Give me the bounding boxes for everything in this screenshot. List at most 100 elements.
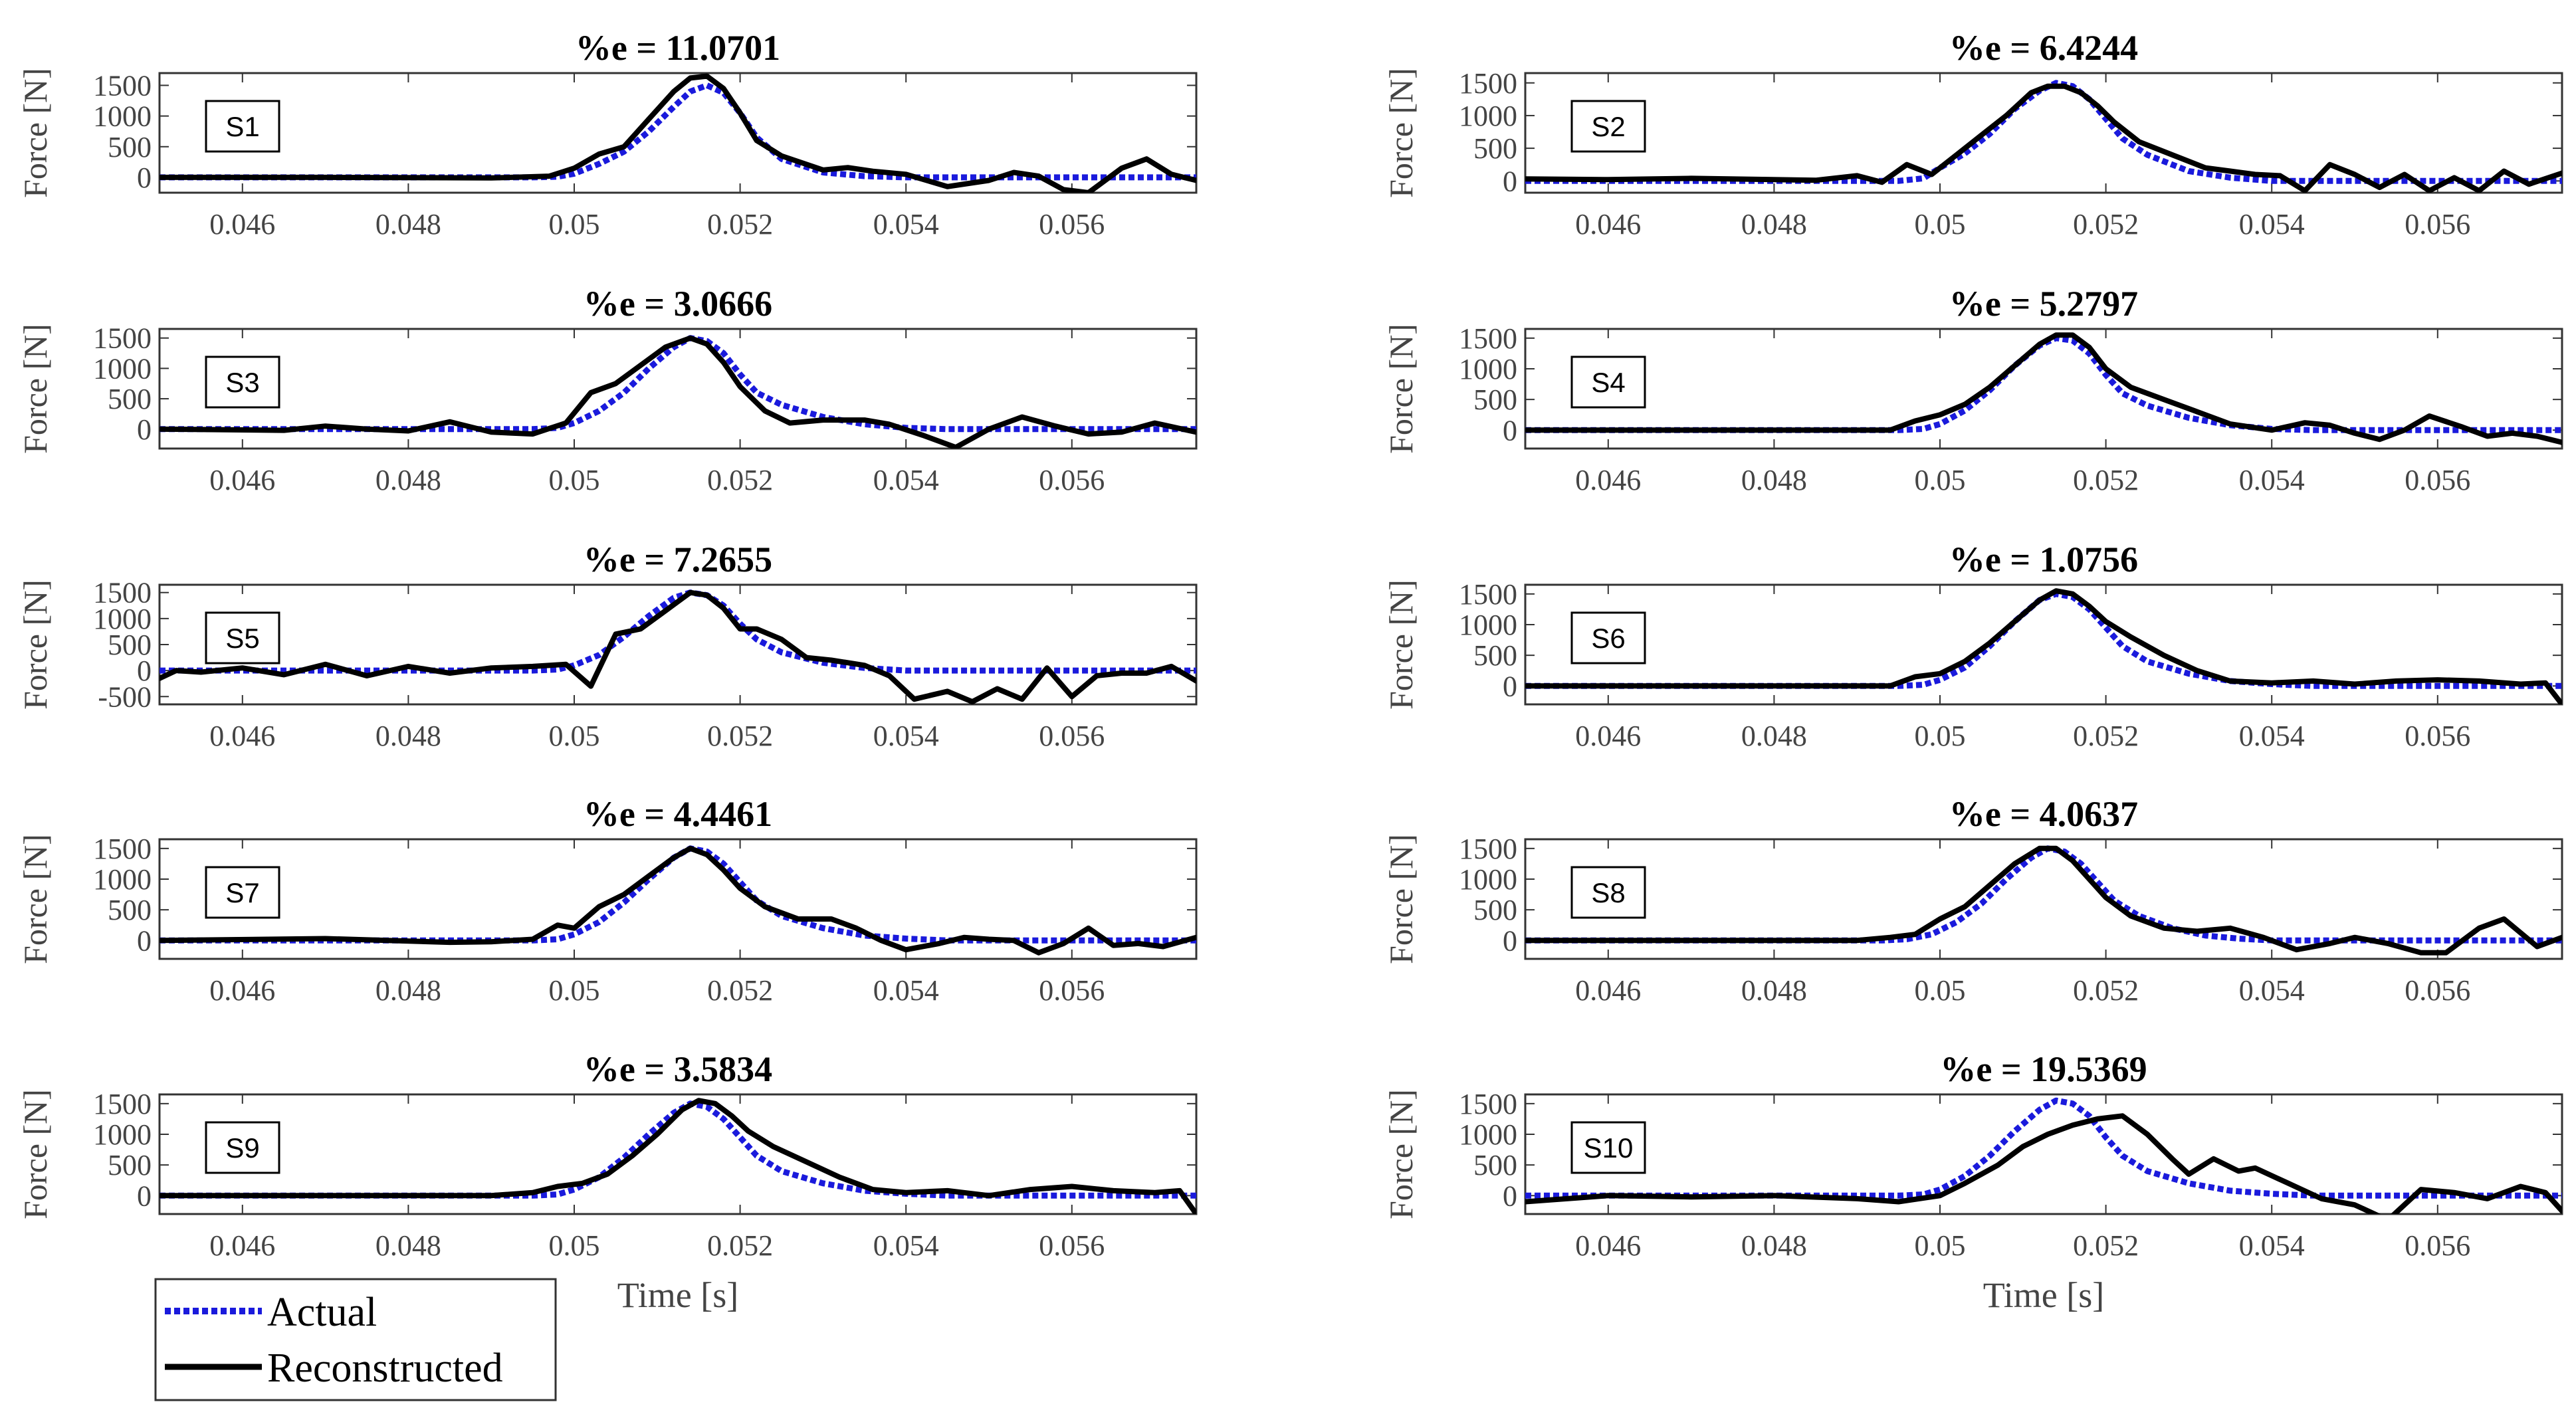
subplot-title: %e = 6.4244	[1949, 28, 2138, 68]
x-tick-label: 0.05	[549, 720, 600, 752]
x-tick-label: 0.048	[1741, 974, 1807, 1007]
x-tick-label: 0.054	[873, 1229, 939, 1262]
actual-line-s9	[160, 1100, 1196, 1199]
reconstructed-line-s1	[160, 73, 1196, 193]
y-tick-label: 1000	[93, 100, 152, 133]
x-tick-label: 0.056	[2405, 464, 2470, 496]
reconstructed-line-s3	[160, 335, 1196, 449]
sensor-label-box	[205, 866, 280, 919]
x-tick-label: 0.056	[1039, 464, 1105, 496]
y-tick-label: 0	[1503, 414, 1517, 447]
y-tick-label: -500	[98, 680, 152, 713]
legend-label-actual: Actual	[267, 1290, 377, 1335]
sensor-label-box	[1570, 100, 1646, 153]
x-tick-label: 0.046	[1575, 464, 1641, 496]
y-tick-label: 1500	[1459, 322, 1517, 355]
actual-line-s7	[160, 845, 1196, 944]
x-tick-label: 0.046	[209, 1229, 275, 1262]
y-tick-label: 1500	[93, 322, 152, 355]
subplot-title: %e = 5.2797	[1949, 284, 2138, 324]
sensor-label-box	[205, 356, 280, 409]
y-tick-label: 500	[108, 131, 152, 163]
y-axis-label: Force [N]	[1382, 579, 1420, 710]
y-tick-label: 1500	[93, 69, 152, 102]
subplot-title: %e = 3.5834	[584, 1049, 772, 1089]
y-tick-label: 0	[1503, 924, 1517, 957]
subplot-title: %e = 11.0701	[576, 28, 780, 68]
sensor-label: S5	[225, 623, 259, 654]
y-tick-label: 1000	[1459, 863, 1517, 896]
reconstructed-line-s7	[160, 845, 1196, 956]
x-tick-label: 0.052	[707, 464, 773, 496]
x-tick-label: 0.05	[1915, 464, 1966, 496]
x-tick-label: 0.052	[707, 720, 773, 752]
y-tick-label: 500	[1473, 639, 1517, 672]
subplot-title: %e = 4.4461	[584, 794, 772, 834]
subplot-title: %e = 4.0637	[1949, 794, 2138, 834]
axes-box	[1524, 72, 2563, 194]
y-tick-label: 1500	[93, 833, 152, 865]
y-tick-label: 0	[137, 924, 152, 957]
sensor-label-box	[205, 1121, 280, 1174]
y-tick-label: 500	[1473, 383, 1517, 416]
y-tick-label: 0	[137, 1179, 152, 1212]
x-tick-label: 0.054	[2239, 1229, 2305, 1262]
subplot-title: %e = 1.0756	[1949, 540, 2138, 579]
y-axis-label: Force [N]	[1382, 1089, 1420, 1219]
y-axis-label: Force [N]	[1382, 834, 1420, 964]
y-tick-label: 0	[1503, 1179, 1517, 1212]
y-tick-label: 1500	[1459, 578, 1517, 611]
x-tick-label: 0.05	[549, 464, 600, 496]
y-axis-label: Force [N]	[17, 68, 54, 198]
y-tick-label: 1000	[1459, 100, 1517, 132]
reconstructed-line-s9	[160, 1098, 1196, 1214]
y-tick-label: 0	[137, 655, 152, 687]
y-tick-label: 1500	[1459, 1088, 1517, 1120]
y-tick-label: 0	[1503, 670, 1517, 702]
x-tick-label: 0.054	[873, 208, 939, 241]
x-tick-label: 0.054	[2239, 974, 2305, 1007]
y-tick-label: 1500	[1459, 833, 1517, 865]
y-tick-label: 1000	[93, 863, 152, 896]
y-tick-label: 1500	[93, 577, 152, 609]
x-tick-label: 0.046	[1575, 720, 1641, 752]
y-tick-label: 1500	[1459, 67, 1517, 100]
x-tick-label: 0.052	[2073, 1229, 2139, 1262]
y-tick-label: 1000	[1459, 353, 1517, 385]
sensor-label-box	[1570, 1121, 1646, 1174]
x-tick-label: 0.054	[873, 720, 939, 752]
y-tick-label: 0	[137, 161, 152, 194]
y-tick-label: 1000	[93, 352, 152, 385]
sensor-label-box	[205, 100, 280, 153]
x-tick-label: 0.054	[2239, 464, 2305, 496]
x-tick-label: 0.048	[1741, 208, 1807, 241]
subplot-title: %e = 19.5369	[1940, 1049, 2147, 1089]
x-tick-label: 0.056	[2405, 974, 2470, 1007]
reconstructed-line-s4	[1525, 332, 2562, 445]
x-tick-label: 0.052	[707, 974, 773, 1007]
x-tick-label: 0.046	[1575, 208, 1641, 241]
x-tick-label: 0.054	[873, 974, 939, 1007]
y-axis-label: Force [N]	[17, 324, 54, 454]
sensor-label: S8	[1591, 877, 1625, 908]
x-tick-label: 0.052	[2073, 974, 2139, 1007]
x-tick-label: 0.056	[1039, 720, 1105, 752]
x-tick-label: 0.054	[2239, 208, 2305, 241]
x-tick-label: 0.054	[873, 464, 939, 496]
x-tick-label: 0.05	[549, 974, 600, 1007]
y-tick-label: 1000	[1459, 1118, 1517, 1151]
x-tick-label: 0.046	[1575, 1229, 1641, 1262]
y-tick-label: 500	[1473, 1149, 1517, 1181]
y-tick-label: 1000	[93, 603, 152, 635]
y-tick-label: 500	[1473, 132, 1517, 165]
sensor-label: S4	[1591, 367, 1625, 398]
y-tick-label: 1000	[93, 1118, 152, 1151]
subplot-title: %e = 7.2655	[584, 540, 772, 579]
x-tick-label: 0.048	[376, 464, 441, 496]
